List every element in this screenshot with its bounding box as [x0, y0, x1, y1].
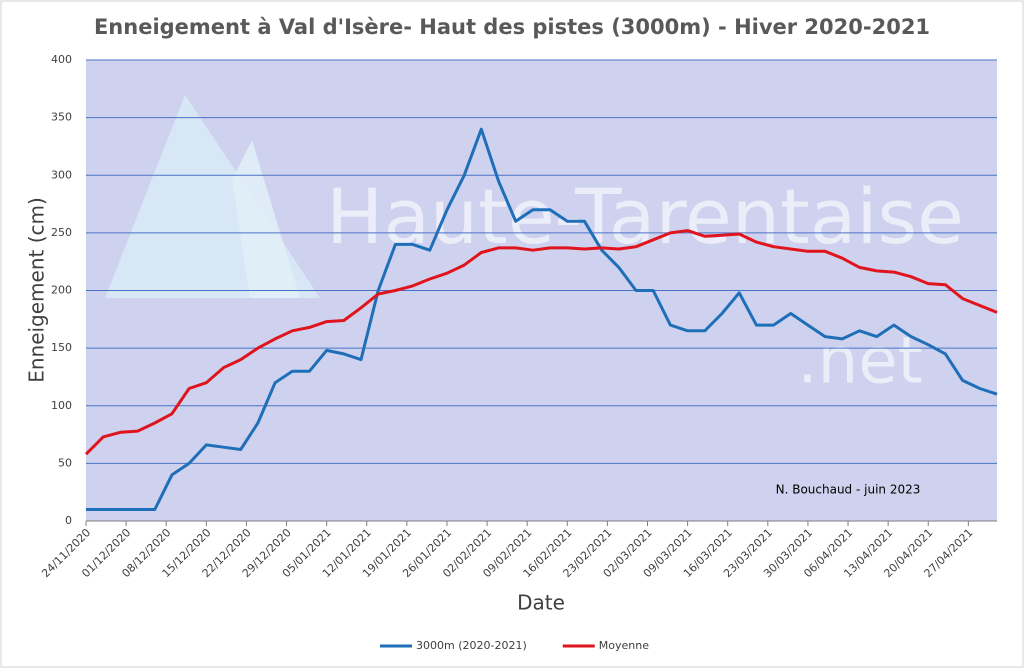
y-tick-label: 50	[58, 456, 72, 469]
y-tick-label: 100	[51, 399, 72, 412]
series-line	[84, 229, 998, 456]
watermark: .net	[797, 325, 922, 399]
legend-label: 3000m (2020-2021)	[416, 639, 527, 652]
y-tick-label: 150	[51, 341, 72, 354]
series-line	[86, 127, 998, 511]
legend-label: Moyenne	[599, 639, 649, 652]
y-tick-label: 400	[51, 53, 72, 66]
y-tick-label: 250	[51, 226, 72, 239]
annotation: N. Bouchaud - juin 2023	[776, 483, 921, 497]
y-tick-label: 350	[51, 111, 72, 124]
mountain-logo	[232, 140, 300, 298]
y-tick-label: 200	[51, 284, 72, 297]
y-axis-label: Enneigement (cm)	[25, 197, 49, 383]
chart-title: Enneigement à Val d'Isère- Haut des pist…	[94, 15, 930, 39]
legend: 3000m (2020-2021) Moyenne	[380, 639, 649, 652]
y-tick-label: 300	[51, 168, 72, 181]
y-tick-label: 0	[65, 514, 72, 527]
x-axis-label: Date	[517, 591, 565, 615]
